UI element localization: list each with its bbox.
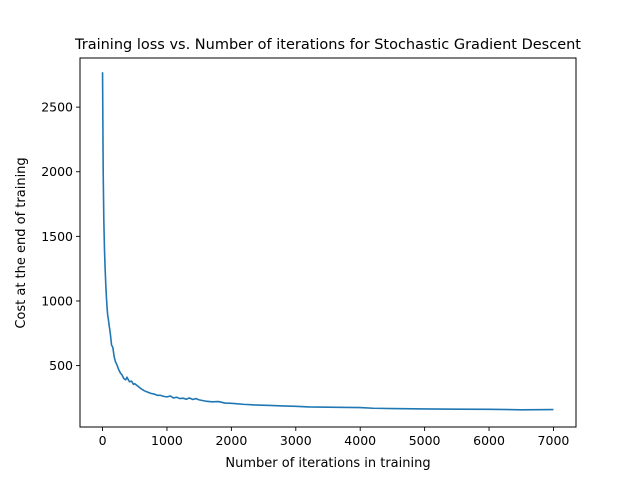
y-tick-label: 1000 (41, 293, 73, 308)
x-axis-label: Number of iterations in training (225, 456, 430, 471)
x-axis-ticks: 0 1000 2000 3000 4000 5000 6000 7000 (99, 427, 570, 448)
x-tick-label: 0 (99, 433, 107, 448)
plot-area (80, 58, 576, 427)
y-tick-label: 2000 (41, 164, 73, 179)
x-tick-label: 6000 (473, 433, 505, 448)
chart-title: Training loss vs. Number of iterations f… (74, 37, 581, 53)
x-tick-label: 2000 (215, 433, 247, 448)
x-tick-label: 4000 (344, 433, 376, 448)
x-tick-label: 1000 (151, 433, 183, 448)
y-tick-label: 2500 (41, 100, 73, 115)
y-axis-ticks: 500 1000 1500 2000 2500 (41, 100, 80, 373)
x-tick-label: 3000 (280, 433, 312, 448)
plot-frame (79, 57, 577, 428)
series-layer (101, 72, 554, 411)
y-tick-label: 500 (49, 358, 73, 373)
y-tick-label: 1500 (41, 229, 73, 244)
y-axis-label: Cost at the end of training (14, 157, 29, 328)
x-tick-label: 7000 (538, 433, 570, 448)
x-tick-label: 5000 (409, 433, 441, 448)
series-line-0 (101, 72, 554, 411)
